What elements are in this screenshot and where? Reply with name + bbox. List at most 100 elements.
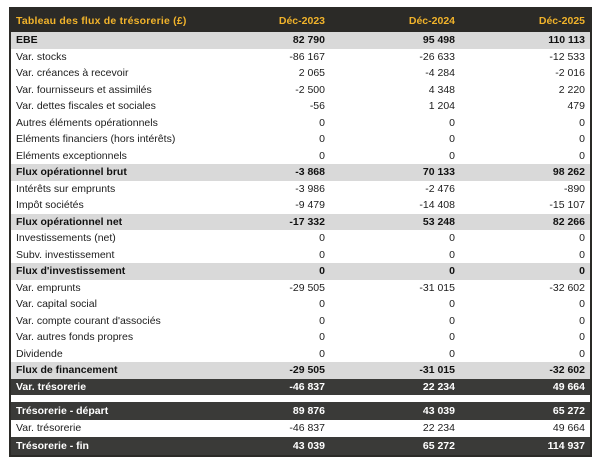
cell-value: 0 [319,331,325,344]
row-label: Var. fournisseurs et assimilés [16,83,152,96]
cell-value: 2 220 [558,83,585,96]
table-row: Intérêts sur emprunts -3 986 -2 476 -890 [11,180,590,197]
cell-value: -2 500 [295,83,325,96]
section-spacer [11,395,590,402]
row-label: Impôt sociétés [16,199,84,212]
cell-value: 0 [319,149,325,162]
cell-value: 0 [579,347,585,360]
column-header-dec-2025: Déc-2025 [538,14,585,27]
cell-value: 22 234 [422,380,455,393]
table-row: Eléments exceptionnels 0 0 0 [11,147,590,164]
row-label: Var. trésorerie [16,380,87,393]
table-row: Eléments financiers (hors intérêts) 0 0 … [11,131,590,148]
cell-value: 479 [567,100,585,113]
table-row: Flux d'investissement 0 0 0 [11,263,590,280]
row-label: Var. capital social [16,298,97,311]
cell-value: -890 [563,182,585,195]
table-row: Subv. investissement 0 0 0 [11,246,590,263]
cell-value: 0 [319,232,325,245]
cell-value: -29 505 [289,281,325,294]
cell-value: 0 [319,133,325,146]
cell-value: -31 015 [419,364,455,377]
cell-value: 0 [449,265,455,278]
cell-value: 0 [579,133,585,146]
cell-value: 49 664 [552,380,585,393]
table-row: Trésorerie - fin 43 039 65 272 114 937 [11,437,590,455]
cell-value: 0 [449,347,455,360]
cell-value: 22 234 [422,422,455,435]
cell-value: -46 837 [289,422,325,435]
cell-value: 0 [319,347,325,360]
cell-value: 0 [319,298,325,311]
cell-value: -2 476 [425,182,455,195]
row-label: Investissements (net) [16,232,116,245]
cell-value: -12 533 [549,50,585,63]
cell-value: 49 664 [552,422,585,435]
row-label: Flux de financement [16,364,118,377]
cell-value: -56 [309,100,325,113]
row-label: Var. compte courant d'associés [16,314,161,327]
cell-value: -46 837 [289,380,325,393]
cell-value: 0 [579,314,585,327]
table-row: EBE 82 790 95 498 110 113 [11,32,590,49]
table-row: Var. créances à recevoir 2 065 -4 284 -2… [11,65,590,82]
cell-value: 0 [319,314,325,327]
table-row: Var. emprunts -29 505 -31 015 -32 602 [11,279,590,296]
table-row: Dividende 0 0 0 [11,345,590,362]
row-label: Eléments financiers (hors intérêts) [16,133,176,146]
cell-value: -3 868 [295,166,325,179]
table-title: Tableau des flux de trésorerie (£) [16,14,187,27]
cell-value: 4 348 [428,83,455,96]
row-label: Eléments exceptionnels [16,149,127,162]
table-row: Var. autres fonds propres 0 0 0 [11,329,590,346]
cell-value: 98 262 [552,166,585,179]
cell-value: 89 876 [292,404,325,417]
table-body: EBE 82 790 95 498 110 113 Var. stocks -8… [11,32,590,395]
table-row: Flux de financement -29 505 -31 015 -32 … [11,362,590,379]
column-header-dec-2024: Déc-2024 [408,14,455,27]
cell-value: 0 [319,116,325,129]
table-summary: Trésorerie - départ 89 876 43 039 65 272… [11,402,590,455]
row-label: Var. créances à recevoir [16,67,129,80]
table-header: Tableau des flux de trésorerie (£) Déc-2… [11,9,590,32]
cell-value: -4 284 [425,67,455,80]
cell-value: 82 266 [552,215,585,228]
row-label: Var. autres fonds propres [16,331,134,344]
cell-value: 2 065 [298,67,325,80]
cell-value: 0 [579,248,585,261]
cell-value: 70 133 [422,166,455,179]
cell-value: -17 332 [289,215,325,228]
row-label: Var. emprunts [16,281,81,294]
cell-value: 0 [449,232,455,245]
cell-value: 0 [449,116,455,129]
cell-value: 95 498 [422,34,455,47]
cell-value: 0 [579,232,585,245]
table-row: Var. dettes fiscales et sociales -56 1 2… [11,98,590,115]
cell-value: -14 408 [419,199,455,212]
row-label: Autres éléments opérationnels [16,116,158,129]
cell-value: 0 [449,331,455,344]
cashflow-table: Tableau des flux de trésorerie (£) Déc-2… [9,7,592,457]
cell-value: 0 [449,149,455,162]
cell-value: 0 [319,248,325,261]
cell-value: 0 [579,116,585,129]
cell-value: -2 016 [555,67,585,80]
cell-value: -31 015 [419,281,455,294]
row-label: Var. dettes fiscales et sociales [16,100,156,113]
cell-value: -9 479 [295,199,325,212]
row-label: Flux opérationnel brut [16,166,127,179]
table-row: Var. trésorerie -46 837 22 234 49 664 [11,378,590,395]
table-row: Flux opérationnel net -17 332 53 248 82 … [11,213,590,230]
table-row: Investissements (net) 0 0 0 [11,230,590,247]
cell-value: 65 272 [422,439,455,452]
row-label: Intérêts sur emprunts [16,182,116,195]
table-row: Autres éléments opérationnels 0 0 0 [11,114,590,131]
cell-value: 82 790 [292,34,325,47]
table-row: Impôt sociétés -9 479 -14 408 -15 107 [11,197,590,214]
table-row: Var. capital social 0 0 0 [11,296,590,313]
cell-value: 0 [449,248,455,261]
cell-value: 53 248 [422,215,455,228]
table-row: Var. compte courant d'associés 0 0 0 [11,312,590,329]
cell-value: -3 986 [295,182,325,195]
